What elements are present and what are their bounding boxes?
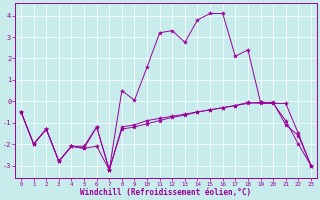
- X-axis label: Windchill (Refroidissement éolien,°C): Windchill (Refroidissement éolien,°C): [80, 188, 252, 197]
